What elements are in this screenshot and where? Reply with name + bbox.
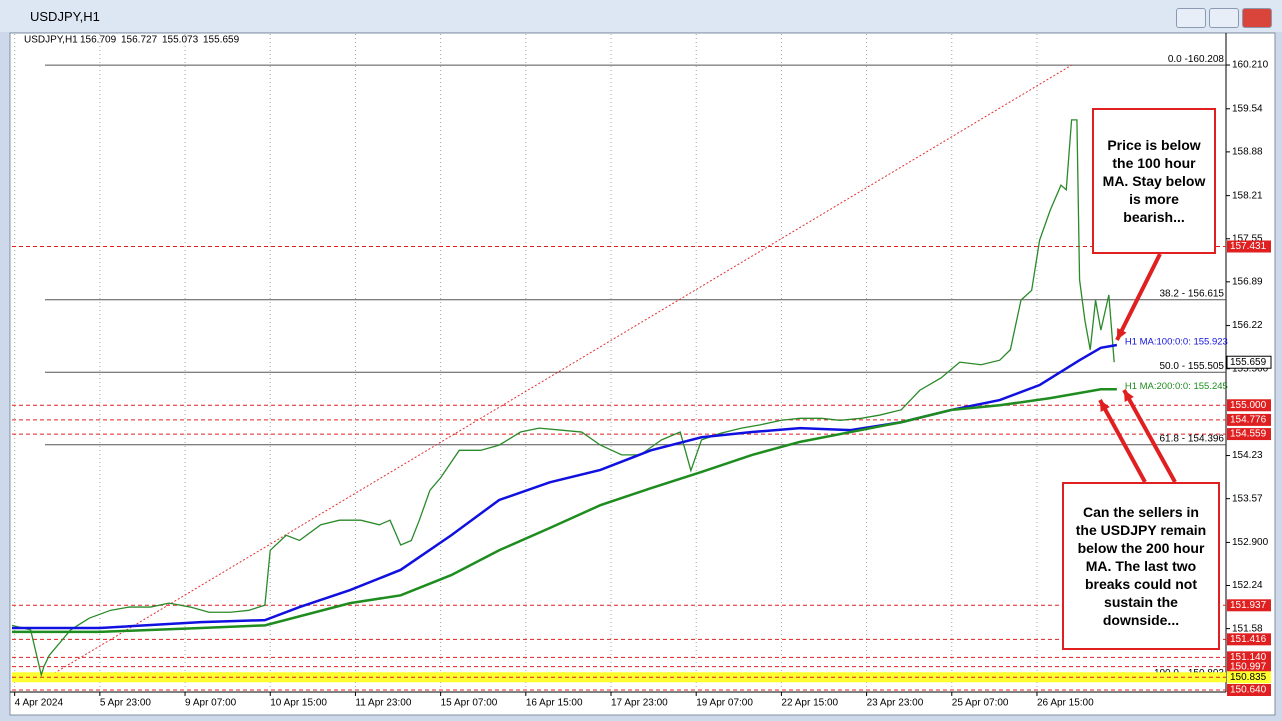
ohlc-value: 156.727 bbox=[121, 35, 158, 46]
x-tick-label: 17 Apr 23:00 bbox=[611, 698, 668, 709]
ohlc-value: 156.709 bbox=[80, 35, 117, 46]
y-tick-label: 157.55 bbox=[1232, 233, 1263, 244]
series-label: H1 MA:200:0:0: 155.245 bbox=[1125, 381, 1228, 392]
level-label: 150.835 bbox=[1230, 672, 1267, 683]
x-tick-label: 22 Apr 15:00 bbox=[781, 698, 838, 709]
level-label: 151.416 bbox=[1230, 634, 1267, 645]
y-tick-label: 153.57 bbox=[1232, 493, 1263, 504]
fib-label: 50.0 - 155.505 bbox=[1160, 361, 1225, 372]
x-tick-label: 25 Apr 07:00 bbox=[952, 698, 1009, 709]
current-price-label: 155.659 bbox=[1230, 357, 1267, 368]
level-label: 150.640 bbox=[1230, 685, 1267, 696]
x-tick-label: 15 Apr 07:00 bbox=[441, 698, 498, 709]
y-tick-label: 159.54 bbox=[1232, 103, 1263, 114]
level-box bbox=[1227, 399, 1271, 412]
ohlc-value: 155.659 bbox=[203, 35, 240, 46]
level-box bbox=[1227, 240, 1271, 253]
level-box bbox=[1227, 633, 1271, 646]
restore-button[interactable] bbox=[1209, 8, 1239, 28]
price-line bbox=[11, 119, 1115, 678]
y-tick-label: 156.22 bbox=[1232, 320, 1263, 331]
current-price-box bbox=[1226, 355, 1272, 369]
highlight-zone bbox=[12, 672, 1226, 683]
ohlc-value: 155.073 bbox=[162, 35, 199, 46]
moving-average bbox=[12, 388, 1117, 634]
level-label: 151.140 bbox=[1230, 652, 1267, 663]
x-tick-label: 11 Apr 23:00 bbox=[355, 698, 411, 709]
y-tick-label: 154.23 bbox=[1232, 450, 1263, 461]
x-tick-label: 23 Apr 23:00 bbox=[867, 698, 924, 709]
x-tick-label: 9 Apr 07:00 bbox=[185, 698, 237, 709]
y-tick-label: 151.58 bbox=[1232, 623, 1263, 634]
arrow bbox=[1122, 389, 1177, 483]
level-box bbox=[1227, 671, 1271, 684]
y-tick-label: 158.21 bbox=[1232, 190, 1263, 201]
y-tick-label: 152.900 bbox=[1232, 537, 1269, 548]
y-tick-label: 152.24 bbox=[1232, 580, 1263, 591]
level-box bbox=[1227, 684, 1271, 696]
annotation: Price is below the 100 hour MA. Stay bel… bbox=[1092, 108, 1216, 254]
level-box bbox=[1227, 599, 1271, 612]
level-label: 155.000 bbox=[1230, 400, 1267, 411]
level-box bbox=[1227, 428, 1271, 441]
arrow bbox=[1098, 399, 1147, 483]
arrow-head bbox=[1117, 328, 1127, 340]
x-tick-label: 26 Apr 15:00 bbox=[1037, 698, 1094, 709]
y-tick-label: 160.210 bbox=[1232, 60, 1269, 71]
level-label: 157.431 bbox=[1230, 241, 1267, 252]
y-tick-label: 155.560 bbox=[1232, 363, 1269, 374]
close-button[interactable] bbox=[1242, 8, 1272, 28]
moving-average bbox=[12, 343, 1118, 630]
fib-label: 38.2 - 156.615 bbox=[1160, 288, 1225, 299]
title-bar: USDJPY,H1 bbox=[0, 0, 1282, 32]
fib-label: 0.0 -160.208 bbox=[1168, 54, 1225, 65]
x-tick-label: 5 Apr 23:00 bbox=[100, 698, 152, 709]
level-box bbox=[1227, 413, 1271, 426]
level-box bbox=[1227, 651, 1271, 664]
fib-label: 61.8 - 154.396 bbox=[1160, 433, 1225, 444]
fib-trend bbox=[43, 64, 1072, 680]
x-tick-label: 4 Apr 2024 bbox=[15, 698, 64, 709]
x-tick-label: 16 Apr 15:00 bbox=[526, 698, 583, 709]
level-label: 154.559 bbox=[1230, 429, 1267, 440]
level-label: 151.937 bbox=[1230, 600, 1267, 611]
level-label: 154.776 bbox=[1230, 415, 1267, 426]
annotation: Can the sellers in the USDJPY remain bel… bbox=[1062, 482, 1220, 650]
chart-header: USDJPY,H1 156.709 156.727 155.073 155.659 bbox=[24, 35, 240, 46]
arrow-head bbox=[1124, 390, 1134, 402]
level-box bbox=[1227, 660, 1271, 673]
level-label: 150.997 bbox=[1230, 661, 1267, 672]
y-tick-label: 158.88 bbox=[1232, 147, 1263, 158]
symbol: USDJPY,H1 bbox=[24, 35, 78, 46]
x-tick-label: 19 Apr 07:00 bbox=[696, 698, 753, 709]
y-tick-label: 156.89 bbox=[1232, 276, 1263, 287]
series-label: H1 MA:100:0:0: 155.923 bbox=[1125, 337, 1228, 348]
arrow-head bbox=[1100, 400, 1110, 412]
window-title: USDJPY,H1 bbox=[30, 9, 100, 24]
minimize-button[interactable] bbox=[1176, 8, 1206, 28]
arrow bbox=[1115, 253, 1162, 341]
x-tick-label: 10 Apr 15:00 bbox=[270, 698, 327, 709]
